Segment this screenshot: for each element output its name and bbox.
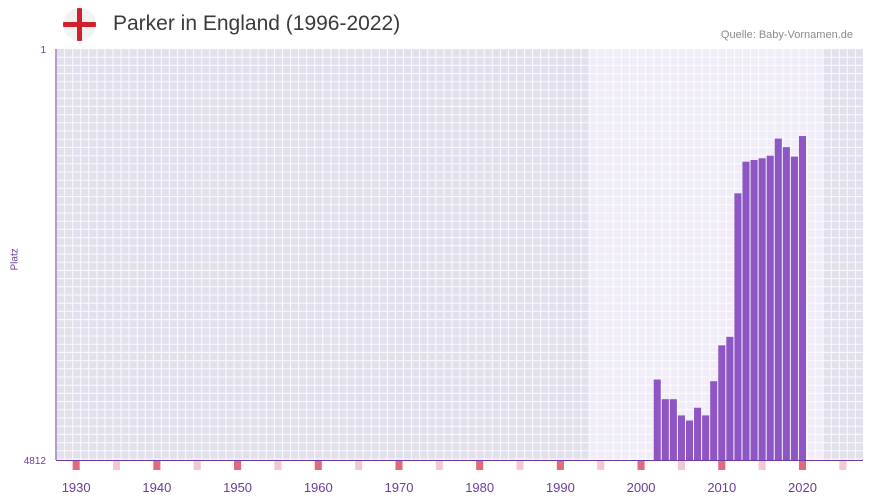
x-tick-label: 1990 [546,480,575,495]
y-tick-label-top: 1 [40,45,46,56]
year-marker [113,461,120,470]
year-marker [597,461,604,470]
bar [702,415,709,460]
year-marker [799,461,806,470]
bar [799,136,806,460]
chart-svg: 1 4812 1930 1940 1950 1960 1970 1980 1990 2000 201… [0,0,873,502]
bar [783,147,790,460]
x-tick-label: 2000 [627,480,656,495]
bar [654,380,661,460]
bar [718,345,725,460]
year-marker [516,461,523,470]
bar [742,162,749,460]
bar [751,160,758,460]
year-marker [718,461,725,470]
bar [678,415,685,460]
bar [791,157,798,460]
bar [726,337,733,460]
grid-lines [56,49,864,460]
year-marker [355,461,362,470]
year-marker [759,461,766,470]
bar [662,399,669,460]
year-marker [395,461,402,470]
year-marker [638,461,645,470]
bar [710,381,717,460]
year-marker [194,461,201,470]
x-tick-label: 1940 [142,480,171,495]
year-marker [315,461,322,470]
x-tick-label: 1950 [223,480,252,495]
x-tick-label: 1930 [62,480,91,495]
year-marker [234,461,241,470]
year-marker [153,461,160,470]
year-marker [274,461,281,470]
x-tick-label: 1960 [304,480,333,495]
x-tick-label: 1970 [385,480,414,495]
bar [670,399,677,460]
bar [734,193,741,460]
year-marker [73,461,80,470]
year-marker [436,461,443,470]
y-tick-label-bottom: 4812 [24,456,47,467]
year-marker [839,461,846,470]
bar [694,408,701,460]
year-marker [476,461,483,470]
bar [686,421,693,460]
bar [767,156,774,460]
bar [759,158,766,460]
x-tick-label: 2020 [788,480,817,495]
bar [775,139,782,460]
year-marker [557,461,564,470]
year-marker [678,461,685,470]
x-tick-label: 2010 [707,480,736,495]
x-tick-label: 1980 [465,480,494,495]
